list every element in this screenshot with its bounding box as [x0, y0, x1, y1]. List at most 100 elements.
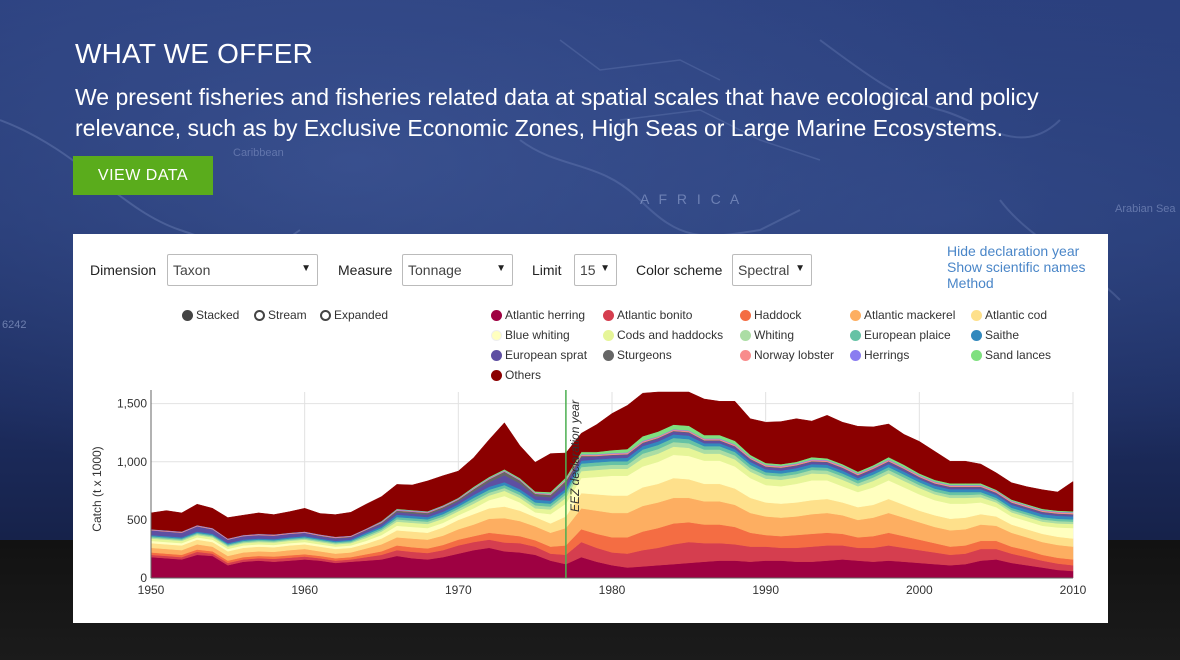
legend-label: Atlantic mackerel	[864, 308, 956, 322]
method-link[interactable]: Method	[947, 275, 994, 291]
legend-swatch	[603, 349, 614, 361]
map-label-caribbean: Caribbean	[233, 147, 284, 159]
y-axis-label: Catch (t x 1000)	[90, 446, 104, 531]
legend-item[interactable]: Cods and haddocks	[603, 328, 723, 342]
dropdown-arrow-icon: ▼	[795, 263, 805, 274]
series-area[interactable]	[150, 391, 1074, 539]
legend-item[interactable]: Haddock	[740, 308, 801, 322]
limit-label: Limit	[532, 262, 562, 278]
legend-item[interactable]: European plaice	[850, 328, 951, 342]
measure-select[interactable]: Tonnage ▼	[402, 254, 513, 286]
legend-swatch	[603, 329, 614, 341]
legend-label: Others	[505, 368, 542, 382]
legend-label: European plaice	[864, 328, 951, 342]
legend-label: Saithe	[985, 328, 1020, 342]
legend-item[interactable]: Herrings	[850, 348, 909, 362]
dropdown-arrow-icon: ▼	[600, 263, 610, 274]
legend-item[interactable]: European sprat	[491, 348, 587, 362]
stacked-area-chart: 0 500 1,000 1,500 1950 1960 1970 1980 1990 2000 20…	[90, 390, 1087, 597]
x-tick-label: 1970	[445, 583, 472, 597]
legend-label: Blue whiting	[505, 328, 570, 342]
chart-axes: 0 500 1,000 1,500 1950 1960 1970 1980 1990 2000 20…	[117, 390, 1087, 597]
legend-item[interactable]: Saithe	[971, 328, 1019, 342]
legend-label: Atlantic herring	[505, 308, 586, 322]
legend-swatch	[740, 349, 751, 361]
view-data-button[interactable]: VIEW DATA	[73, 156, 213, 195]
legend-label: Atlantic bonito	[617, 308, 693, 322]
legend-label: Norway lobster	[754, 348, 835, 362]
legend-swatch	[491, 329, 502, 341]
legend-item[interactable]: Whiting	[740, 328, 794, 342]
legend-label: European sprat	[505, 348, 588, 362]
mode-expanded-label: Expanded	[334, 308, 389, 322]
declaration-year-label: EEZ declaration year	[568, 399, 582, 512]
legend-item[interactable]: Sand lances	[971, 348, 1051, 362]
hero-title: WHAT WE OFFER	[75, 38, 313, 69]
dropdown-arrow-icon: ▼	[496, 263, 506, 274]
legend-swatch	[850, 329, 861, 341]
dimension-select-value: Taxon	[173, 262, 211, 278]
mode-expanded-radio[interactable]: Expanded	[320, 308, 388, 322]
x-tick-label: 1980	[599, 583, 626, 597]
legend-item[interactable]: Sturgeons	[603, 348, 672, 362]
x-tick-label: 1960	[291, 583, 318, 597]
limit-select[interactable]: 15 ▼	[574, 254, 617, 286]
legend-item[interactable]: Atlantic herring	[491, 308, 585, 322]
legend-item[interactable]: Norway lobster	[740, 348, 834, 362]
radio-unselected-icon	[254, 309, 265, 321]
y-tick-label: 500	[127, 513, 147, 527]
legend-item[interactable]: Atlantic mackerel	[850, 308, 955, 322]
x-tick-label: 1990	[752, 583, 779, 597]
legend-swatch	[740, 329, 751, 341]
radio-selected-icon	[182, 309, 193, 321]
legend-label: Atlantic cod	[985, 308, 1048, 322]
hide-declaration-year-link[interactable]: Hide declaration year	[947, 243, 1080, 259]
legend-label: Whiting	[754, 328, 795, 342]
radio-unselected-icon	[320, 309, 331, 321]
legend-label: Cods and haddocks	[617, 328, 724, 342]
world-map-background: A F R I C A Arabian Sea Caribbean 6242	[0, 39, 1176, 348]
measure-label: Measure	[338, 262, 393, 278]
color-scheme-label: Color scheme	[636, 262, 723, 278]
x-tick-label: 2010	[1060, 583, 1087, 597]
legend-label: Haddock	[754, 308, 802, 322]
measure-select-value: Tonnage	[408, 262, 462, 278]
color-scheme-select[interactable]: Spectral ▼	[732, 254, 812, 286]
legend-item[interactable]: Atlantic cod	[971, 308, 1047, 322]
chart-panel: Dimension Taxon ▼ Measure Tonnage ▼ Limi…	[73, 234, 1108, 623]
legend-swatch	[971, 309, 982, 321]
hero-description: We present fisheries and fisheries relat…	[75, 84, 1039, 141]
mode-stream-radio[interactable]: Stream	[254, 308, 307, 322]
limit-select-value: 15	[580, 262, 596, 278]
legend-swatch	[491, 369, 502, 381]
chart-links: Hide declaration year Show scientific na…	[947, 243, 1086, 291]
legend-swatch	[850, 309, 861, 321]
x-tick-label: 2000	[906, 583, 933, 597]
dimension-select[interactable]: Taxon ▼	[167, 254, 318, 286]
legend-label: Sturgeons	[617, 348, 672, 362]
legend-swatch	[740, 309, 751, 321]
map-label-africa: A F R I C A	[640, 191, 742, 207]
show-scientific-names-link[interactable]: Show scientific names	[947, 259, 1086, 275]
map-label-arabian-sea: Arabian Sea	[1115, 203, 1176, 215]
dimension-label: Dimension	[90, 262, 157, 278]
mode-stacked-radio[interactable]: Stacked	[182, 308, 239, 322]
chart-areas	[150, 391, 1074, 579]
y-tick-label: 1,000	[117, 455, 147, 469]
y-tick-label: 0	[140, 571, 147, 585]
legend-swatch	[491, 349, 502, 361]
legend-swatch	[491, 309, 502, 321]
legend-label: Herrings	[864, 348, 910, 362]
legend-swatch	[971, 329, 982, 341]
color-scheme-select-value: Spectral	[738, 262, 790, 278]
mode-stacked-label: Stacked	[196, 308, 240, 322]
legend-item[interactable]: Others	[491, 368, 541, 382]
legend-item[interactable]: Blue whiting	[491, 328, 570, 342]
dropdown-arrow-icon: ▼	[301, 263, 311, 274]
legend-label: Sand lances	[985, 348, 1052, 362]
x-tick-label: 1950	[138, 583, 165, 597]
mode-stream-label: Stream	[268, 308, 307, 322]
legend-swatch	[603, 309, 614, 321]
legend-item[interactable]: Atlantic bonito	[603, 308, 692, 322]
y-tick-label: 1,500	[117, 397, 147, 411]
